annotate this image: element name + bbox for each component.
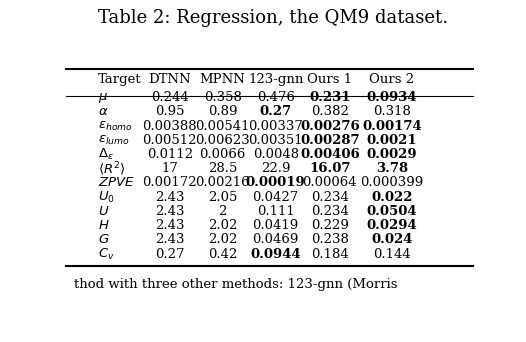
Text: 0.42: 0.42 [208, 248, 237, 261]
Text: 0.95: 0.95 [155, 105, 185, 118]
Text: 0.476: 0.476 [257, 91, 295, 104]
Text: 22.9: 22.9 [261, 162, 290, 175]
Text: 0.318: 0.318 [373, 105, 411, 118]
Text: 0.0504: 0.0504 [367, 205, 417, 218]
Text: 0.234: 0.234 [311, 191, 349, 204]
Text: 0.00019: 0.00019 [246, 176, 306, 189]
Text: $\alpha$: $\alpha$ [98, 105, 109, 118]
Text: 0.229: 0.229 [311, 219, 349, 232]
Text: $\epsilon_{lumo}$: $\epsilon_{lumo}$ [98, 134, 130, 147]
Text: $U$: $U$ [98, 205, 110, 218]
Text: 0.00541: 0.00541 [196, 120, 250, 133]
Text: 2.02: 2.02 [208, 233, 237, 246]
Text: 0.144: 0.144 [373, 248, 411, 261]
Text: 16.07: 16.07 [309, 162, 351, 175]
Text: 0.0112: 0.0112 [147, 148, 193, 161]
Text: $\mu$: $\mu$ [98, 91, 108, 105]
Text: 0.89: 0.89 [208, 105, 237, 118]
Text: 0.024: 0.024 [371, 233, 412, 246]
Text: 0.0944: 0.0944 [250, 248, 301, 261]
Text: 0.00172: 0.00172 [143, 176, 197, 189]
Text: 2: 2 [218, 205, 227, 218]
Text: 2.43: 2.43 [155, 205, 185, 218]
Text: 0.0469: 0.0469 [252, 233, 299, 246]
Text: 17: 17 [161, 162, 178, 175]
Text: 0.00276: 0.00276 [300, 120, 360, 133]
Text: 0.27: 0.27 [155, 248, 185, 261]
Text: $\langle R^2 \rangle$: $\langle R^2 \rangle$ [98, 160, 126, 177]
Text: thod with three other methods: 123-gnn (Morris: thod with three other methods: 123-gnn (… [74, 277, 398, 290]
Text: 0.0427: 0.0427 [252, 191, 299, 204]
Text: 0.0934: 0.0934 [367, 91, 417, 104]
Text: $\epsilon_{homo}$: $\epsilon_{homo}$ [98, 120, 134, 133]
Text: 0.231: 0.231 [309, 91, 351, 104]
Text: 0.358: 0.358 [204, 91, 241, 104]
Text: 0.00287: 0.00287 [300, 134, 360, 147]
Text: Ours 2: Ours 2 [369, 73, 414, 86]
Text: $G$: $G$ [98, 233, 110, 246]
Text: $\Delta_{\epsilon}$: $\Delta_{\epsilon}$ [98, 147, 114, 162]
Text: 0.000399: 0.000399 [360, 176, 423, 189]
Text: Table 2: Regression, the QM9 dataset.: Table 2: Regression, the QM9 dataset. [98, 9, 449, 27]
Text: 0.0021: 0.0021 [367, 134, 417, 147]
Text: 0.238: 0.238 [311, 233, 349, 246]
Text: 0.00337: 0.00337 [248, 120, 303, 133]
Text: 0.382: 0.382 [311, 105, 349, 118]
Text: 2.05: 2.05 [208, 191, 237, 204]
Text: 0.0029: 0.0029 [367, 148, 417, 161]
Text: $C_v$: $C_v$ [98, 247, 115, 262]
Text: 2.43: 2.43 [155, 233, 185, 246]
Text: 2.43: 2.43 [155, 191, 185, 204]
Text: DTNN: DTNN [148, 73, 191, 86]
Text: 2.43: 2.43 [155, 219, 185, 232]
Text: 0.0048: 0.0048 [252, 148, 299, 161]
Text: 2.02: 2.02 [208, 219, 237, 232]
Text: 0.111: 0.111 [257, 205, 295, 218]
Text: 0.0419: 0.0419 [252, 219, 299, 232]
Text: 28.5: 28.5 [208, 162, 237, 175]
Text: 0.0294: 0.0294 [367, 219, 417, 232]
Text: 0.022: 0.022 [371, 191, 412, 204]
Text: 0.234: 0.234 [311, 205, 349, 218]
Text: 0.00512: 0.00512 [143, 134, 197, 147]
Text: $U_0$: $U_0$ [98, 190, 115, 205]
Text: MPNN: MPNN [200, 73, 246, 86]
Text: 0.00406: 0.00406 [300, 148, 360, 161]
Text: 0.184: 0.184 [311, 248, 349, 261]
Text: 0.27: 0.27 [259, 105, 292, 118]
Text: 0.0066: 0.0066 [199, 148, 246, 161]
Text: 0.00064: 0.00064 [302, 176, 357, 189]
Text: Target: Target [98, 73, 142, 86]
Text: $H$: $H$ [98, 219, 110, 232]
Text: 0.00216: 0.00216 [195, 176, 250, 189]
Text: Ours 1: Ours 1 [307, 73, 352, 86]
Text: 0.00351: 0.00351 [248, 134, 303, 147]
Text: $ZPVE$: $ZPVE$ [98, 176, 135, 189]
Text: 0.00388: 0.00388 [143, 120, 197, 133]
Text: 123-gnn: 123-gnn [248, 73, 304, 86]
Text: 3.78: 3.78 [376, 162, 408, 175]
Text: 0.00623: 0.00623 [195, 134, 250, 147]
Text: 0.00174: 0.00174 [362, 120, 422, 133]
Text: 0.244: 0.244 [151, 91, 189, 104]
